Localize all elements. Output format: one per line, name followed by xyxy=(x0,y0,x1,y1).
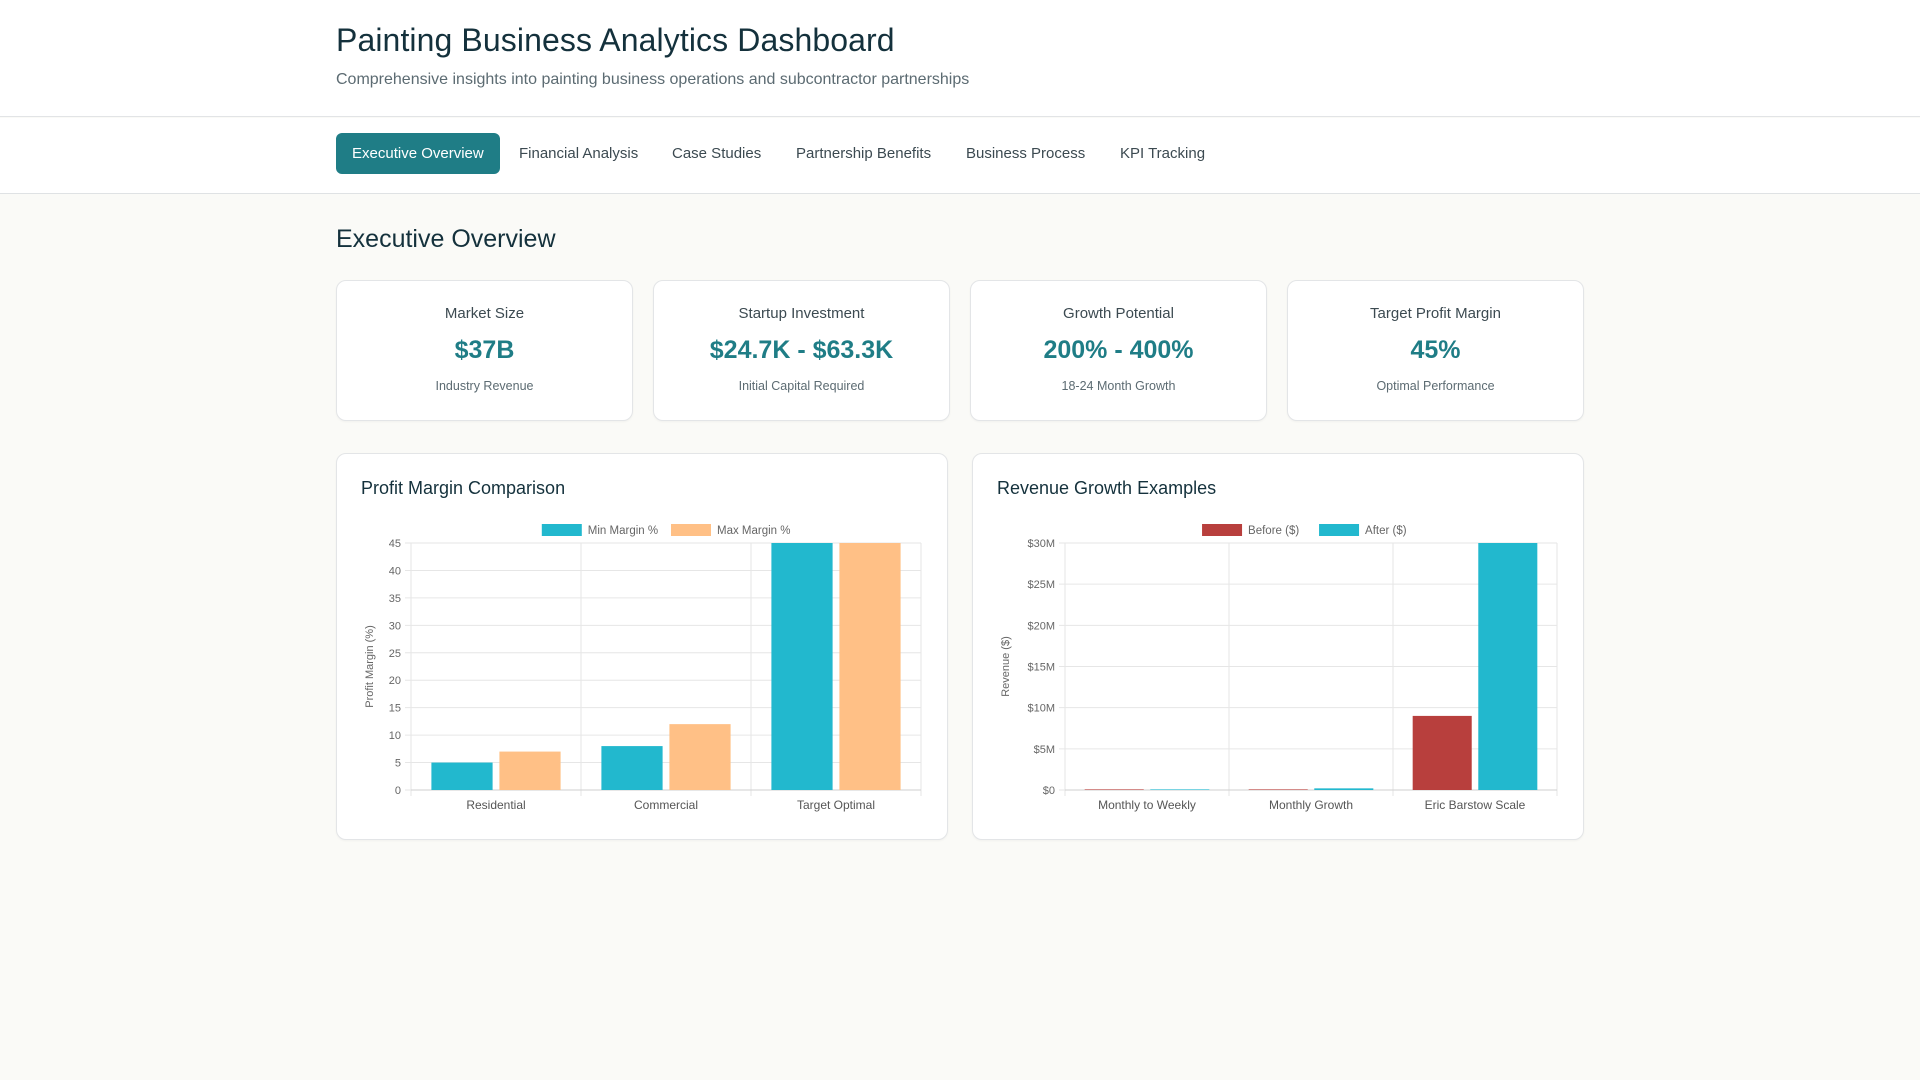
kpi-value: 45% xyxy=(1410,336,1461,364)
revenue-growth-chart-card: Revenue Growth Examples $0 $5M $10M $15M $20… xyxy=(972,453,1584,840)
kpi-label: Startup Investment xyxy=(738,305,865,322)
profit-margin-chart-card: Profit Margin Comparison 0 5 10 15 20 25 30 35 4… xyxy=(336,453,948,840)
bar xyxy=(669,724,731,790)
tab-executive-overview[interactable]: Executive Overview xyxy=(336,133,500,174)
x-tick-label: Eric Barstow Scale xyxy=(1425,798,1526,812)
legend-swatch xyxy=(1319,524,1360,536)
page-subtitle: Comprehensive insights into painting bus… xyxy=(336,71,970,88)
y-tick-label: 10 xyxy=(389,730,401,742)
y-tick-label: 35 xyxy=(389,593,401,605)
y-tick-label: 45 xyxy=(389,538,401,550)
bar xyxy=(1150,789,1210,790)
bar xyxy=(601,746,663,790)
kpi-label: Growth Potential xyxy=(1063,305,1174,322)
section-title: Executive Overview xyxy=(336,225,556,253)
y-tick-label: $10M xyxy=(1027,703,1055,715)
y-tick-label: $15M xyxy=(1027,662,1055,674)
bar xyxy=(431,762,493,790)
profit-margin-chart: 0 5 10 15 20 25 30 35 40 45 Residential Commercial T… xyxy=(364,524,922,812)
kpi-subtext: Industry Revenue xyxy=(435,379,534,393)
kpi-subtext: Optimal Performance xyxy=(1376,379,1495,393)
kpi-value: $24.7K - $63.3K xyxy=(709,336,894,364)
kpi-card-market-size: Market Size $37B Industry Revenue xyxy=(336,280,633,421)
tab-kpi-tracking[interactable]: KPI Tracking xyxy=(1120,145,1206,162)
revenue-growth-chart: $0 $5M $10M $15M $20M $25M $30M Monthly to Week… xyxy=(1000,524,1558,812)
kpi-card-target-profit-margin: Target Profit Margin 45% Optimal Perform… xyxy=(1287,280,1584,421)
chart-title: Profit Margin Comparison xyxy=(361,478,566,498)
legend-label: Min Margin % xyxy=(588,525,658,537)
y-axis-title: Revenue ($) xyxy=(1000,636,1012,697)
y-tick-label: 20 xyxy=(389,675,401,687)
bar xyxy=(1314,788,1374,790)
bar xyxy=(499,751,561,790)
x-tick-label: Monthly Growth xyxy=(1269,798,1353,812)
y-tick-label: $5M xyxy=(1034,744,1055,756)
tab-business-process[interactable]: Business Process xyxy=(966,145,1086,162)
legend-label: Before ($) xyxy=(1248,525,1299,537)
legend-swatch xyxy=(541,524,582,536)
kpi-subtext: Initial Capital Required xyxy=(738,379,865,393)
kpi-subtext: 18-24 Month Growth xyxy=(1061,379,1176,393)
y-axis-title: Profit Margin (%) xyxy=(364,625,376,708)
kpi-label: Market Size xyxy=(444,305,525,322)
tab-financial-analysis[interactable]: Financial Analysis xyxy=(519,145,639,162)
legend-swatch xyxy=(1202,524,1243,536)
bar xyxy=(1412,715,1472,790)
x-tick-label: Target Optimal xyxy=(797,798,875,812)
y-tick-label: $0 xyxy=(1043,785,1055,797)
x-tick-label: Commercial xyxy=(634,798,698,812)
page-header: Painting Business Analytics Dashboard Co… xyxy=(0,0,1920,117)
y-tick-label: 5 xyxy=(395,758,401,770)
tab-partnership-benefits[interactable]: Partnership Benefits xyxy=(796,145,932,162)
chart-title: Revenue Growth Examples xyxy=(997,478,1217,498)
x-tick-label: Monthly to Weekly xyxy=(1098,798,1196,812)
kpi-label: Target Profit Margin xyxy=(1370,305,1501,322)
y-tick-label: 0 xyxy=(395,785,401,797)
bar xyxy=(771,543,833,790)
bar xyxy=(1478,543,1538,790)
y-tick-label: $20M xyxy=(1027,620,1055,632)
y-tick-label: 30 xyxy=(389,620,401,632)
tab-case-studies[interactable]: Case Studies xyxy=(672,145,762,162)
legend-label: Max Margin % xyxy=(717,525,791,537)
y-tick-label: 40 xyxy=(389,565,401,577)
tab-bar: Executive Overview Financial Analysis Ca… xyxy=(0,118,1920,194)
y-tick-label: $25M xyxy=(1027,579,1055,591)
y-tick-label: 15 xyxy=(389,703,401,715)
y-tick-label: 25 xyxy=(389,648,401,660)
bar xyxy=(1248,789,1308,790)
x-tick-label: Residential xyxy=(466,798,525,812)
y-tick-label: $30M xyxy=(1027,538,1055,550)
kpi-value: 200% - 400% xyxy=(1043,336,1194,364)
kpi-card-growth-potential: Growth Potential 200% - 400% 18-24 Month… xyxy=(970,280,1267,421)
kpi-card-startup-investment: Startup Investment $24.7K - $63.3K Initi… xyxy=(653,280,950,421)
legend-label: After ($) xyxy=(1365,525,1407,537)
kpi-value: $37B xyxy=(454,336,515,364)
legend-swatch xyxy=(671,524,711,536)
page-title: Painting Business Analytics Dashboard xyxy=(336,22,895,58)
bar xyxy=(1084,789,1144,790)
bar xyxy=(839,543,901,790)
